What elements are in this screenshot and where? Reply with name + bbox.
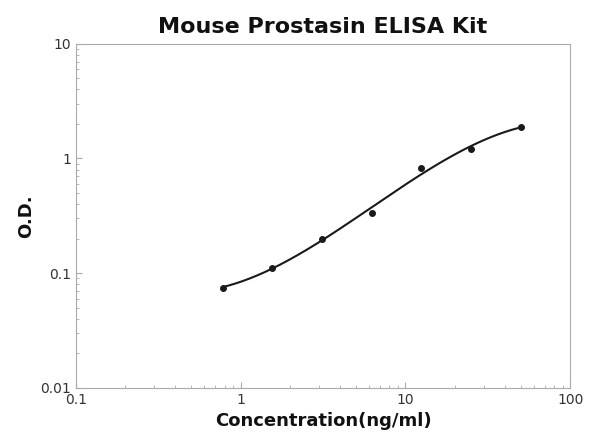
X-axis label: Concentration(ng/ml): Concentration(ng/ml) [215, 412, 431, 430]
Title: Mouse Prostasin ELISA Kit: Mouse Prostasin ELISA Kit [158, 17, 488, 37]
Y-axis label: O.D.: O.D. [17, 194, 35, 238]
